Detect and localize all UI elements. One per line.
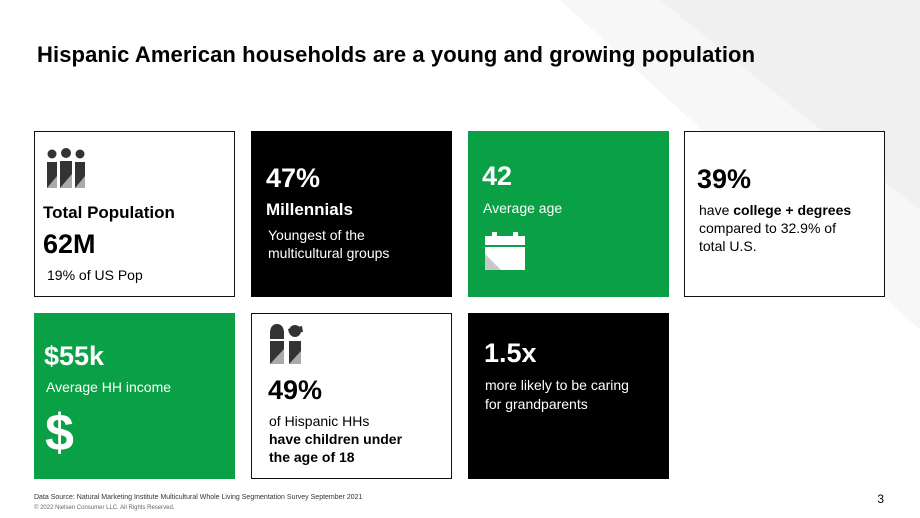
tile-grandparents: 1.5x more likely to be caring for grandp… (468, 313, 669, 479)
college-line2: compared to 32.9% of (699, 220, 836, 236)
total-population-label: Total Population (43, 203, 175, 222)
page-title: Hispanic American households are a young… (37, 42, 756, 67)
tile-millennials: 47% Millennials Youngest of the multicul… (251, 131, 452, 297)
grandparents-value: 1.5x (484, 338, 537, 368)
children-value: 49% (268, 375, 323, 405)
tile-income: $55k Average HH income $ (34, 313, 235, 479)
parent-child-icon (270, 324, 303, 364)
average-age-label: Average age (483, 200, 563, 216)
total-population-note: 19% of US Pop (47, 267, 143, 283)
college-line1-prefix: have (699, 202, 734, 218)
total-population-value: 62M (43, 229, 96, 259)
millennials-label: Millennials (266, 200, 353, 219)
millennials-value: 47% (266, 163, 321, 193)
calendar-icon (485, 232, 525, 270)
data-source: Data Source: Natural Marketing Institute… (34, 494, 363, 501)
copyright: © 2022 Nielsen Consumer LLC. All Rights … (34, 505, 175, 511)
millennials-note-line2: multicultural groups (268, 245, 390, 261)
children-line2: have children under (269, 431, 403, 447)
income-value: $55k (44, 341, 105, 371)
college-line1: have college + degrees (699, 201, 851, 219)
tile-total-population: Total Population 62M 19% of US Pop (34, 131, 235, 297)
millennials-note-line1: Youngest of the (268, 227, 365, 243)
tile-college: 39% have college + degrees compared to 3… (684, 131, 885, 297)
college-value: 39% (697, 164, 752, 194)
tile-average-age: 42 Average age (468, 131, 669, 297)
dollar-icon: $ (45, 404, 74, 462)
children-line1: of Hispanic HHs (269, 413, 370, 429)
income-label: Average HH income (46, 379, 172, 395)
tile-children: 49% of Hispanic HHs have children under … (251, 313, 452, 479)
people-icon (47, 148, 85, 188)
college-line3: total U.S. (699, 238, 757, 254)
children-line3: the age of 18 (269, 449, 355, 465)
average-age-value: 42 (482, 161, 513, 191)
grandparents-line2: for grandparents (485, 396, 588, 412)
page-number: 3 (877, 492, 884, 506)
grandparents-line1: more likely to be caring (485, 377, 629, 393)
college-line1-bold: college + degrees (733, 202, 852, 218)
